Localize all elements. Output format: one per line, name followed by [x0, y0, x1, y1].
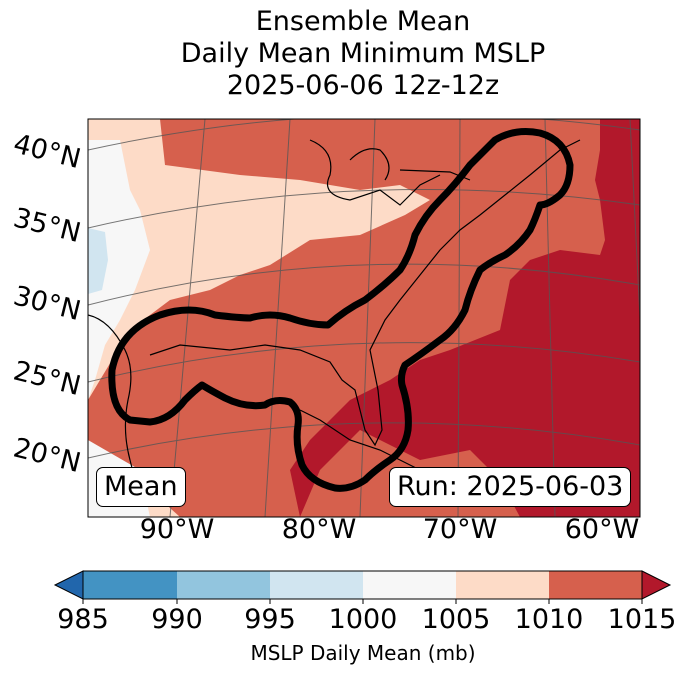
run-date-label: Run: 2025-06-03 — [389, 467, 632, 507]
lon-label-80: 80°W — [281, 514, 357, 545]
colorbar-tick-1000: 1000 — [328, 604, 398, 635]
mean-label: Mean — [96, 467, 186, 507]
colorbar-tick-1010: 1010 — [514, 604, 584, 635]
colorbar-bin-990 — [177, 571, 270, 599]
lon-label-60: 60°W — [564, 514, 640, 545]
map-frame — [87, 118, 641, 518]
colorbar-bin-1000 — [363, 571, 456, 599]
colorbar-tick-1005: 1005 — [421, 604, 491, 635]
lon-label-90: 90°W — [139, 514, 215, 545]
contour-line — [108, 128, 574, 492]
colorbar-extend-high — [641, 570, 672, 600]
field-region-995 — [88, 228, 108, 294]
colorbar-tick-990: 990 — [151, 604, 203, 635]
title-line-2: Daily Mean Minimum MSLP — [180, 38, 546, 69]
colorbar-tick-995: 995 — [244, 604, 296, 635]
colorbar-label: MSLP Daily Mean (mb) — [250, 641, 476, 665]
colorbar-extend-low — [53, 570, 84, 600]
title-line-1: Ensemble Mean — [255, 6, 471, 37]
colorbar-bin-985 — [83, 571, 177, 599]
title-line-3: 2025-06-06 12z-12z — [226, 70, 500, 101]
colorbar-bin-1010 — [549, 571, 642, 599]
colorbar-bin-1005 — [456, 571, 549, 599]
colorbar-bin-995 — [270, 571, 363, 599]
field-region-1000 — [88, 140, 150, 400]
lon-label-70: 70°W — [422, 514, 498, 545]
colorbar-tick-985: 985 — [57, 604, 109, 635]
field-region-1005 — [88, 119, 430, 400]
colorbar-tick-1015: 1015 — [607, 604, 677, 635]
